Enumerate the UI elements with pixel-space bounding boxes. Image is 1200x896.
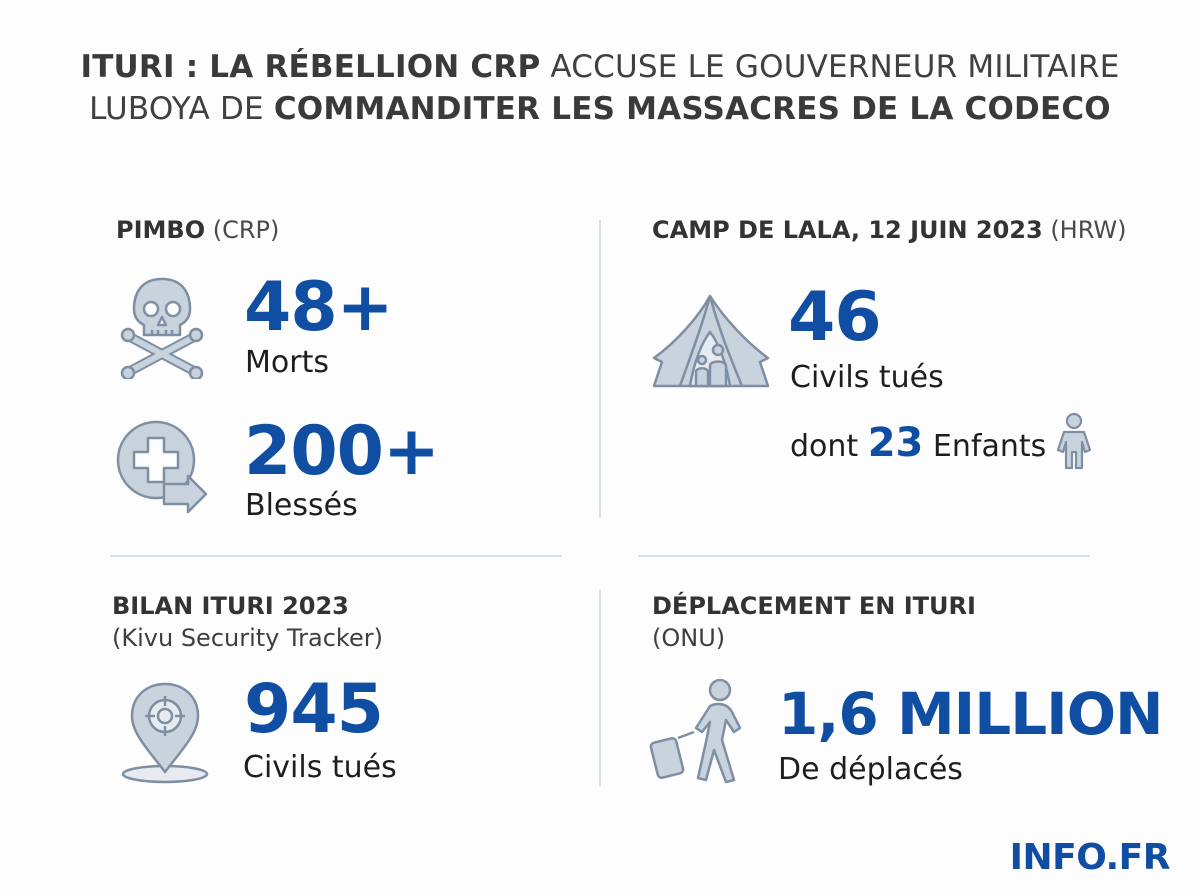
child-icon <box>1056 412 1092 472</box>
lala-children-prefix: dont <box>790 429 868 464</box>
medical-cross-icon <box>112 418 212 518</box>
pimbo-injured-label: Blessés <box>245 488 358 523</box>
title-line-2: LUBOYA DE COMMANDITER LES MASSACRES DE L… <box>89 91 1111 127</box>
lala-killed-label: Civils tués <box>790 360 944 395</box>
page-title: ITURI : LA RÉBELLION CRP ACCUSE LE GOUVE… <box>0 46 1200 130</box>
bilan-heading: BILAN ITURI 2023 <box>112 592 349 620</box>
pimbo-deaths-label: Morts <box>245 345 329 380</box>
lala-children-line: dont 23 Enfants <box>790 420 1046 466</box>
displacement-heading-sub: (ONU) <box>652 624 726 652</box>
displacement-label: De déplacés <box>778 752 963 787</box>
bilan-killed-label: Civils tués <box>243 750 397 785</box>
location-pin-icon <box>120 680 210 784</box>
lala-killed-value: 46 <box>788 278 882 357</box>
divider-vertical-bottom <box>599 590 601 786</box>
brand-logo: INFO.FR <box>1009 837 1171 878</box>
bilan-killed-value: 945 <box>244 670 384 749</box>
traveler-luggage-icon <box>648 676 756 784</box>
displacement-value: 1,6 MILLION <box>778 680 1164 748</box>
divider-vertical-top <box>599 220 601 518</box>
divider-horizontal-left <box>110 555 562 557</box>
bilan-heading-sub: (Kivu Security Tracker) <box>112 624 383 652</box>
pimbo-deaths-value: 48+ <box>244 268 394 347</box>
title-line-1: ITURI : LA RÉBELLION CRP ACCUSE LE GOUVE… <box>80 49 1120 85</box>
displacement-heading: DÉPLACEMENT EN ITURI <box>652 592 976 620</box>
pimbo-injured-value: 200+ <box>244 412 440 491</box>
lala-heading: CAMP DE LALA, 12 JUIN 2023 (HRW) <box>652 216 1127 244</box>
tent-icon <box>650 292 772 390</box>
pimbo-heading: PIMBO (CRP) <box>116 216 280 244</box>
divider-horizontal-right <box>638 555 1090 557</box>
lala-children-suffix: Enfants <box>923 429 1047 464</box>
skull-crossbones-icon <box>120 275 204 381</box>
lala-children-value: 23 <box>867 420 924 466</box>
